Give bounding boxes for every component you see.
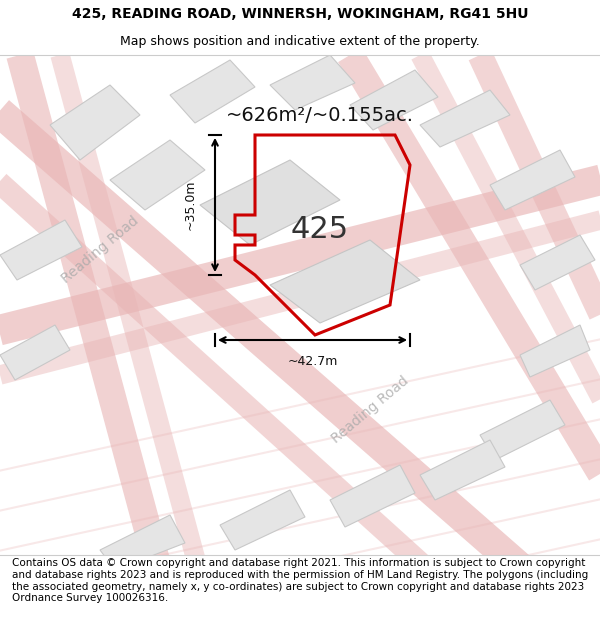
Polygon shape xyxy=(350,70,438,130)
Polygon shape xyxy=(420,90,510,147)
Polygon shape xyxy=(270,55,355,110)
Polygon shape xyxy=(110,140,205,210)
Polygon shape xyxy=(0,220,82,280)
Polygon shape xyxy=(520,235,595,290)
Text: Reading Road: Reading Road xyxy=(329,374,411,446)
Polygon shape xyxy=(100,515,185,570)
Text: Map shows position and indicative extent of the property.: Map shows position and indicative extent… xyxy=(120,35,480,48)
Polygon shape xyxy=(490,150,575,210)
Polygon shape xyxy=(420,440,505,500)
Text: 425: 425 xyxy=(291,216,349,244)
Text: 425, READING ROAD, WINNERSH, WOKINGHAM, RG41 5HU: 425, READING ROAD, WINNERSH, WOKINGHAM, … xyxy=(72,7,528,21)
Text: Reading Road: Reading Road xyxy=(59,214,141,286)
Polygon shape xyxy=(270,240,420,323)
Text: Contains OS data © Crown copyright and database right 2021. This information is : Contains OS data © Crown copyright and d… xyxy=(12,559,588,603)
Polygon shape xyxy=(0,325,70,380)
Polygon shape xyxy=(330,465,415,527)
Polygon shape xyxy=(480,400,565,460)
Polygon shape xyxy=(170,60,255,123)
Text: ~35.0m: ~35.0m xyxy=(184,180,197,230)
Polygon shape xyxy=(200,160,340,245)
Polygon shape xyxy=(520,325,590,377)
Polygon shape xyxy=(50,85,140,160)
Polygon shape xyxy=(220,490,305,550)
Text: ~626m²/~0.155ac.: ~626m²/~0.155ac. xyxy=(226,106,414,125)
Text: ~42.7m: ~42.7m xyxy=(287,355,338,368)
